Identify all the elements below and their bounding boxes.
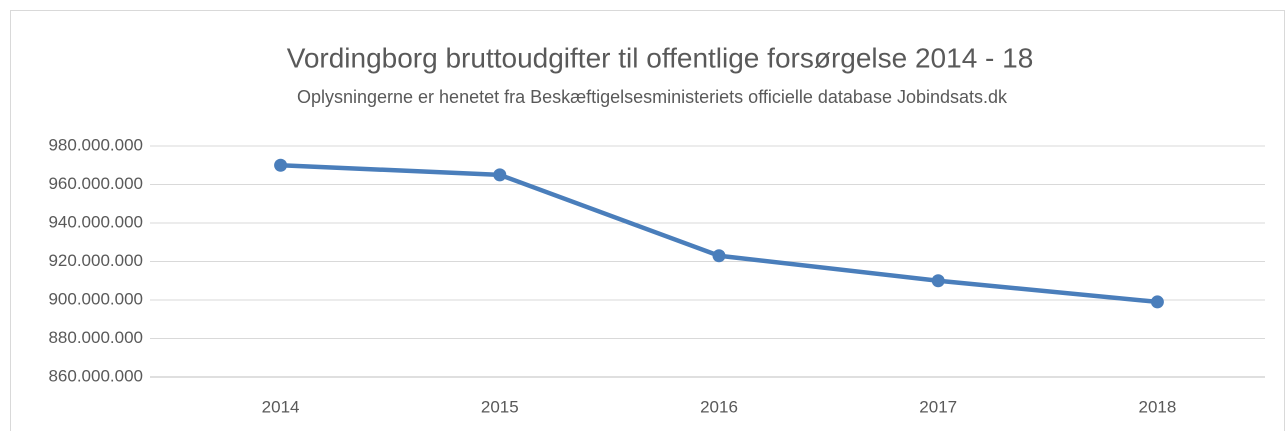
- x-tick-label: 2014: [262, 397, 300, 416]
- marker: [931, 274, 945, 288]
- marker: [712, 249, 726, 263]
- y-tick-label: 980.000.000: [48, 135, 143, 154]
- chart-subtitle: Oplysningerne er henetet fra Beskæftigel…: [297, 87, 1008, 107]
- y-tick-label: 960.000.000: [48, 174, 143, 193]
- marker: [1150, 295, 1164, 309]
- y-tick-label: 860.000.000: [48, 366, 143, 385]
- y-tick-label: 880.000.000: [48, 328, 143, 347]
- x-tick-label: 2018: [1138, 397, 1176, 416]
- chart-title: Vordingborg bruttoudgifter til offentlig…: [287, 42, 1034, 73]
- chart-border: [10, 10, 1285, 431]
- y-tick-label: 920.000.000: [48, 251, 143, 270]
- x-tick-label: 2017: [919, 397, 957, 416]
- marker: [274, 158, 288, 172]
- x-tick-label: 2016: [700, 397, 738, 416]
- y-tick-label: 900.000.000: [48, 289, 143, 308]
- marker: [493, 168, 507, 182]
- y-tick-label: 940.000.000: [48, 212, 143, 231]
- x-tick-label: 2015: [481, 397, 519, 416]
